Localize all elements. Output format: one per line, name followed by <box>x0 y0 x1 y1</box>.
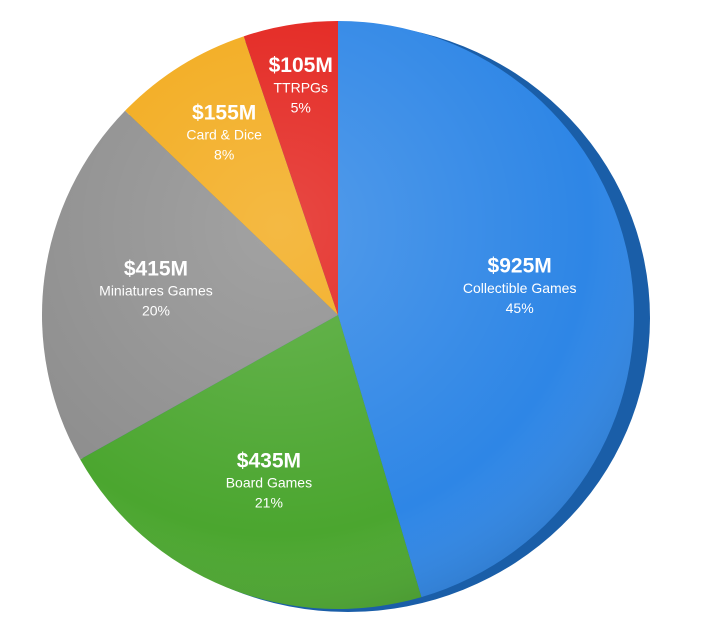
percentage-label: 8% <box>214 147 234 163</box>
value-label: $925M <box>488 255 552 278</box>
category-label: Board Games <box>226 475 312 491</box>
percentage-label: 21% <box>255 495 283 511</box>
category-label: Miniatures Games <box>99 283 213 299</box>
slices <box>42 21 634 609</box>
category-label: Collectible Games <box>463 280 577 296</box>
labels: $925M Collectible Games 45% $435M Board Game… <box>99 54 576 510</box>
category-label: TTRPGs <box>274 79 328 95</box>
percentage-label: 20% <box>142 303 170 319</box>
value-label: $415M <box>124 257 188 280</box>
value-label: $435M <box>237 449 301 472</box>
percentage-label: 5% <box>291 99 311 115</box>
value-label: $105M <box>269 54 333 77</box>
category-label: Card & Dice <box>186 127 262 143</box>
percentage-label: 45% <box>506 300 534 316</box>
value-label: $155M <box>192 102 256 125</box>
